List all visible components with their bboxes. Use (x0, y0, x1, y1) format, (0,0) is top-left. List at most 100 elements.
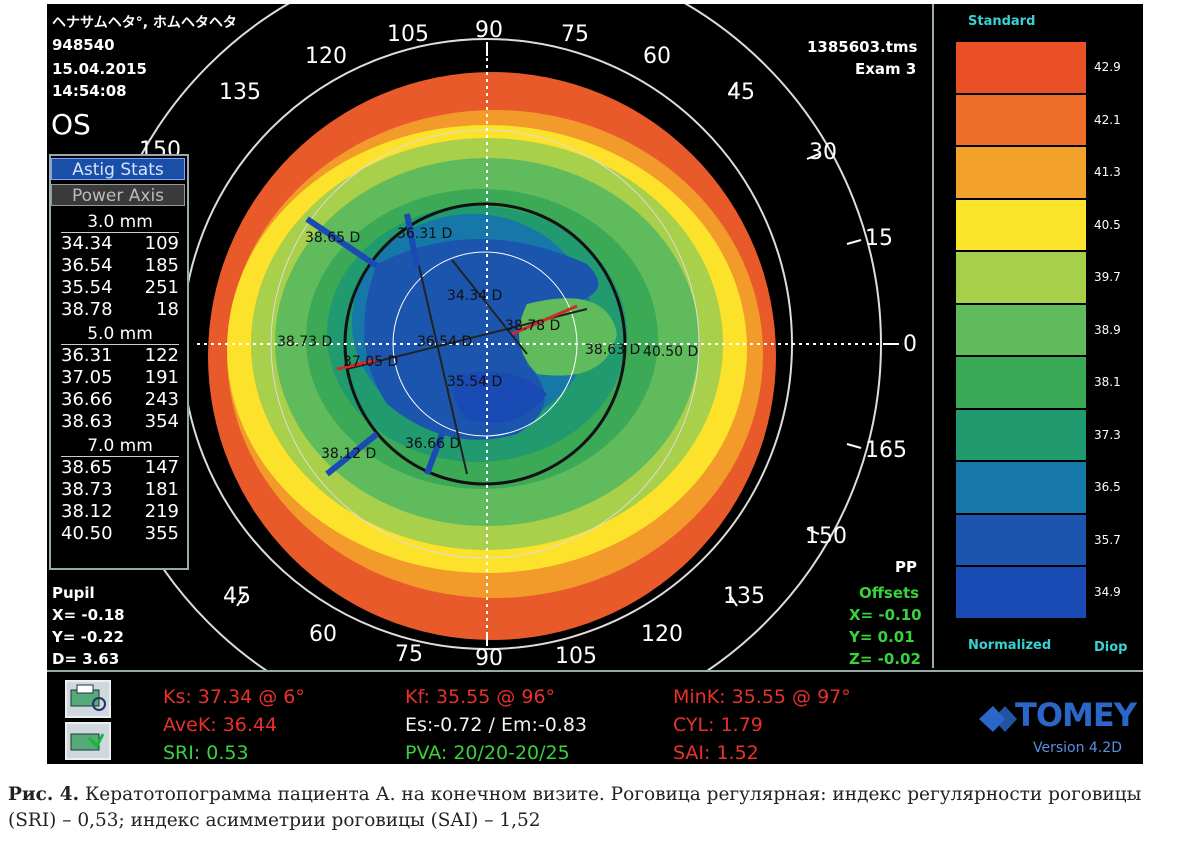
angle-label: 45 (727, 80, 755, 105)
offsets-label: Offsets (859, 584, 920, 602)
legend-level-label: 37.3 (1094, 427, 1121, 442)
pupil-y: Y= -0.22 (52, 628, 124, 646)
legend-swatch (956, 304, 1086, 355)
group-header: 7.0 mm (61, 436, 179, 457)
sai-value: SAI: 1.52 (673, 742, 759, 764)
avek-value: AveK: 36.44 (163, 714, 278, 736)
cyl-value: CYL: 1.79 (673, 714, 763, 736)
map-value-label: 38.12 D (321, 446, 377, 462)
exam-time: 14:54:08 (52, 82, 127, 100)
mink-value: MinK: 35.55 @ 97° (673, 686, 851, 708)
es-em-value: Es:-0.72 / Em:-0.83 (405, 714, 588, 736)
legend-swatch (956, 462, 1086, 513)
angle-label: 30 (809, 140, 837, 165)
map-value-label: 34.34 D (447, 288, 503, 304)
legend-swatch (956, 42, 1086, 93)
angle-label: 105 (555, 644, 597, 669)
stats-row: 38.63 354 (61, 411, 179, 432)
legend-level-label: 41.3 (1094, 165, 1121, 179)
legend-level-label: 35.7 (1094, 532, 1121, 547)
offset-x: X= -0.10 (849, 606, 922, 624)
stats-row: 36.66 243 (61, 389, 179, 410)
stats-row: 38.65 147 (61, 457, 179, 478)
legend-swatch (956, 94, 1086, 145)
topography-screen: ヘナサムヘタ°, ホムヘタヘタ 948540 15.04.2015 14:54:… (47, 4, 1143, 764)
patient-id: 948540 (52, 36, 115, 54)
version-label: Version 4.2D (1033, 740, 1122, 756)
patient-name: ヘナサムヘタ°, ホムヘタヘタ (52, 15, 237, 31)
stats-row: 38.78 18 (61, 299, 179, 320)
angle-label: 0 (903, 332, 917, 357)
legend-level-label: 42.9 (1094, 60, 1121, 74)
pp-label: PP (895, 558, 917, 576)
stats-row: 38.73 181 (61, 479, 179, 500)
file-name: 1385603.tms (807, 38, 918, 56)
map-value-label: 38.78 D (505, 318, 561, 334)
brand-name: TOMEY (1015, 696, 1137, 734)
legend-swatch (956, 199, 1086, 250)
stats-row: 36.54 185 (61, 255, 179, 276)
tab-power-axis[interactable]: Power Axis (51, 184, 185, 206)
angle-label: 120 (305, 44, 347, 69)
legend-swatch (956, 147, 1086, 198)
angle-label: 60 (309, 622, 337, 647)
legend-swatch (956, 252, 1086, 303)
angle-label: 90 (475, 18, 503, 43)
export-icon[interactable] (65, 722, 111, 760)
legend-level-label: 34.9 (1094, 585, 1121, 599)
map-value-label: 36.54 D (417, 334, 473, 350)
legend-level-label: 38.1 (1094, 375, 1121, 389)
map-value-label: 37.05 D (343, 354, 399, 370)
stats-row: 34.34 109 (61, 233, 179, 254)
legend-normalized: Normalized (968, 638, 1052, 653)
map-value-label: 35.54 D (447, 374, 503, 390)
angle-label: 60 (643, 44, 671, 69)
exam-date: 15.04.2015 (52, 60, 147, 78)
map-value-label: 40.50 D (643, 344, 699, 360)
legend-swatch (956, 409, 1086, 460)
map-value-label: 36.66 D (405, 436, 461, 452)
pupil-label: Pupil (52, 584, 95, 602)
angle-label: 120 (641, 622, 683, 647)
topography-map (92, 4, 899, 670)
stats-group-5mm: 5.0 mm 36.31 122 37.05 191 36.66 243 38.63 3… (61, 324, 179, 433)
eye-label: OS (51, 108, 91, 141)
group-header: 3.0 mm (61, 212, 179, 233)
tomey-logo-mark (979, 706, 1017, 732)
group-header: 5.0 mm (61, 324, 179, 345)
ks-value: Ks: 37.34 @ 6° (163, 686, 305, 708)
pva-value: PVA: 20/20-20/25 (405, 742, 570, 764)
legend-level-label: 36.5 (1094, 480, 1121, 494)
pupil-x: X= -0.18 (52, 606, 125, 624)
tab-astig-stats[interactable]: Astig Stats (51, 158, 185, 180)
map-value-label: 38.63 D (585, 342, 641, 358)
legend-swatch (956, 514, 1086, 565)
angle-label: 45 (223, 584, 251, 609)
stats-row: 35.54 251 (61, 277, 179, 298)
figure-caption: Рис. 4. Кератотопограмма пациента А. на … (8, 782, 1188, 834)
legend-level-label: 39.7 (1094, 270, 1121, 284)
pupil-diameter: D= 3.63 (52, 650, 120, 668)
exam-number: Exam 3 (855, 60, 917, 78)
caption-label: Рис. 4. (8, 784, 80, 805)
astig-stats-panel: Astig Stats Power Axis 3.0 mm 34.34 109 3… (49, 154, 189, 570)
stats-group-3mm: 3.0 mm 34.34 109 36.54 185 35.54 251 38.78 1… (61, 212, 179, 321)
legend-swatch (956, 357, 1086, 408)
caption-text: Кератотопограмма пациента А. на конечном… (8, 784, 1142, 831)
angle-label: 150 (805, 524, 847, 549)
stats-row: 37.05 191 (61, 367, 179, 388)
legend-level-label: 40.5 (1094, 217, 1121, 232)
print-icon[interactable] (65, 680, 111, 718)
kf-value: Kf: 35.55 @ 96° (405, 686, 556, 708)
legend-level-label: 42.1 (1094, 112, 1121, 127)
map-value-label: 38.73 D (277, 334, 333, 350)
stats-row: 36.31 122 (61, 345, 179, 366)
stats-row: 40.50 355 (61, 523, 179, 544)
legend-title: Standard (968, 14, 1036, 29)
tomey-logo (975, 702, 1019, 740)
angle-label: 135 (723, 584, 765, 609)
summary-bar: Ks: 37.34 @ 6° AveK: 36.44 SRI: 0.53 Kf:… (47, 670, 1143, 764)
angle-label: 105 (387, 22, 429, 47)
legend-level-label: 38.9 (1094, 322, 1121, 337)
map-value-label: 38.65 D (305, 230, 361, 246)
